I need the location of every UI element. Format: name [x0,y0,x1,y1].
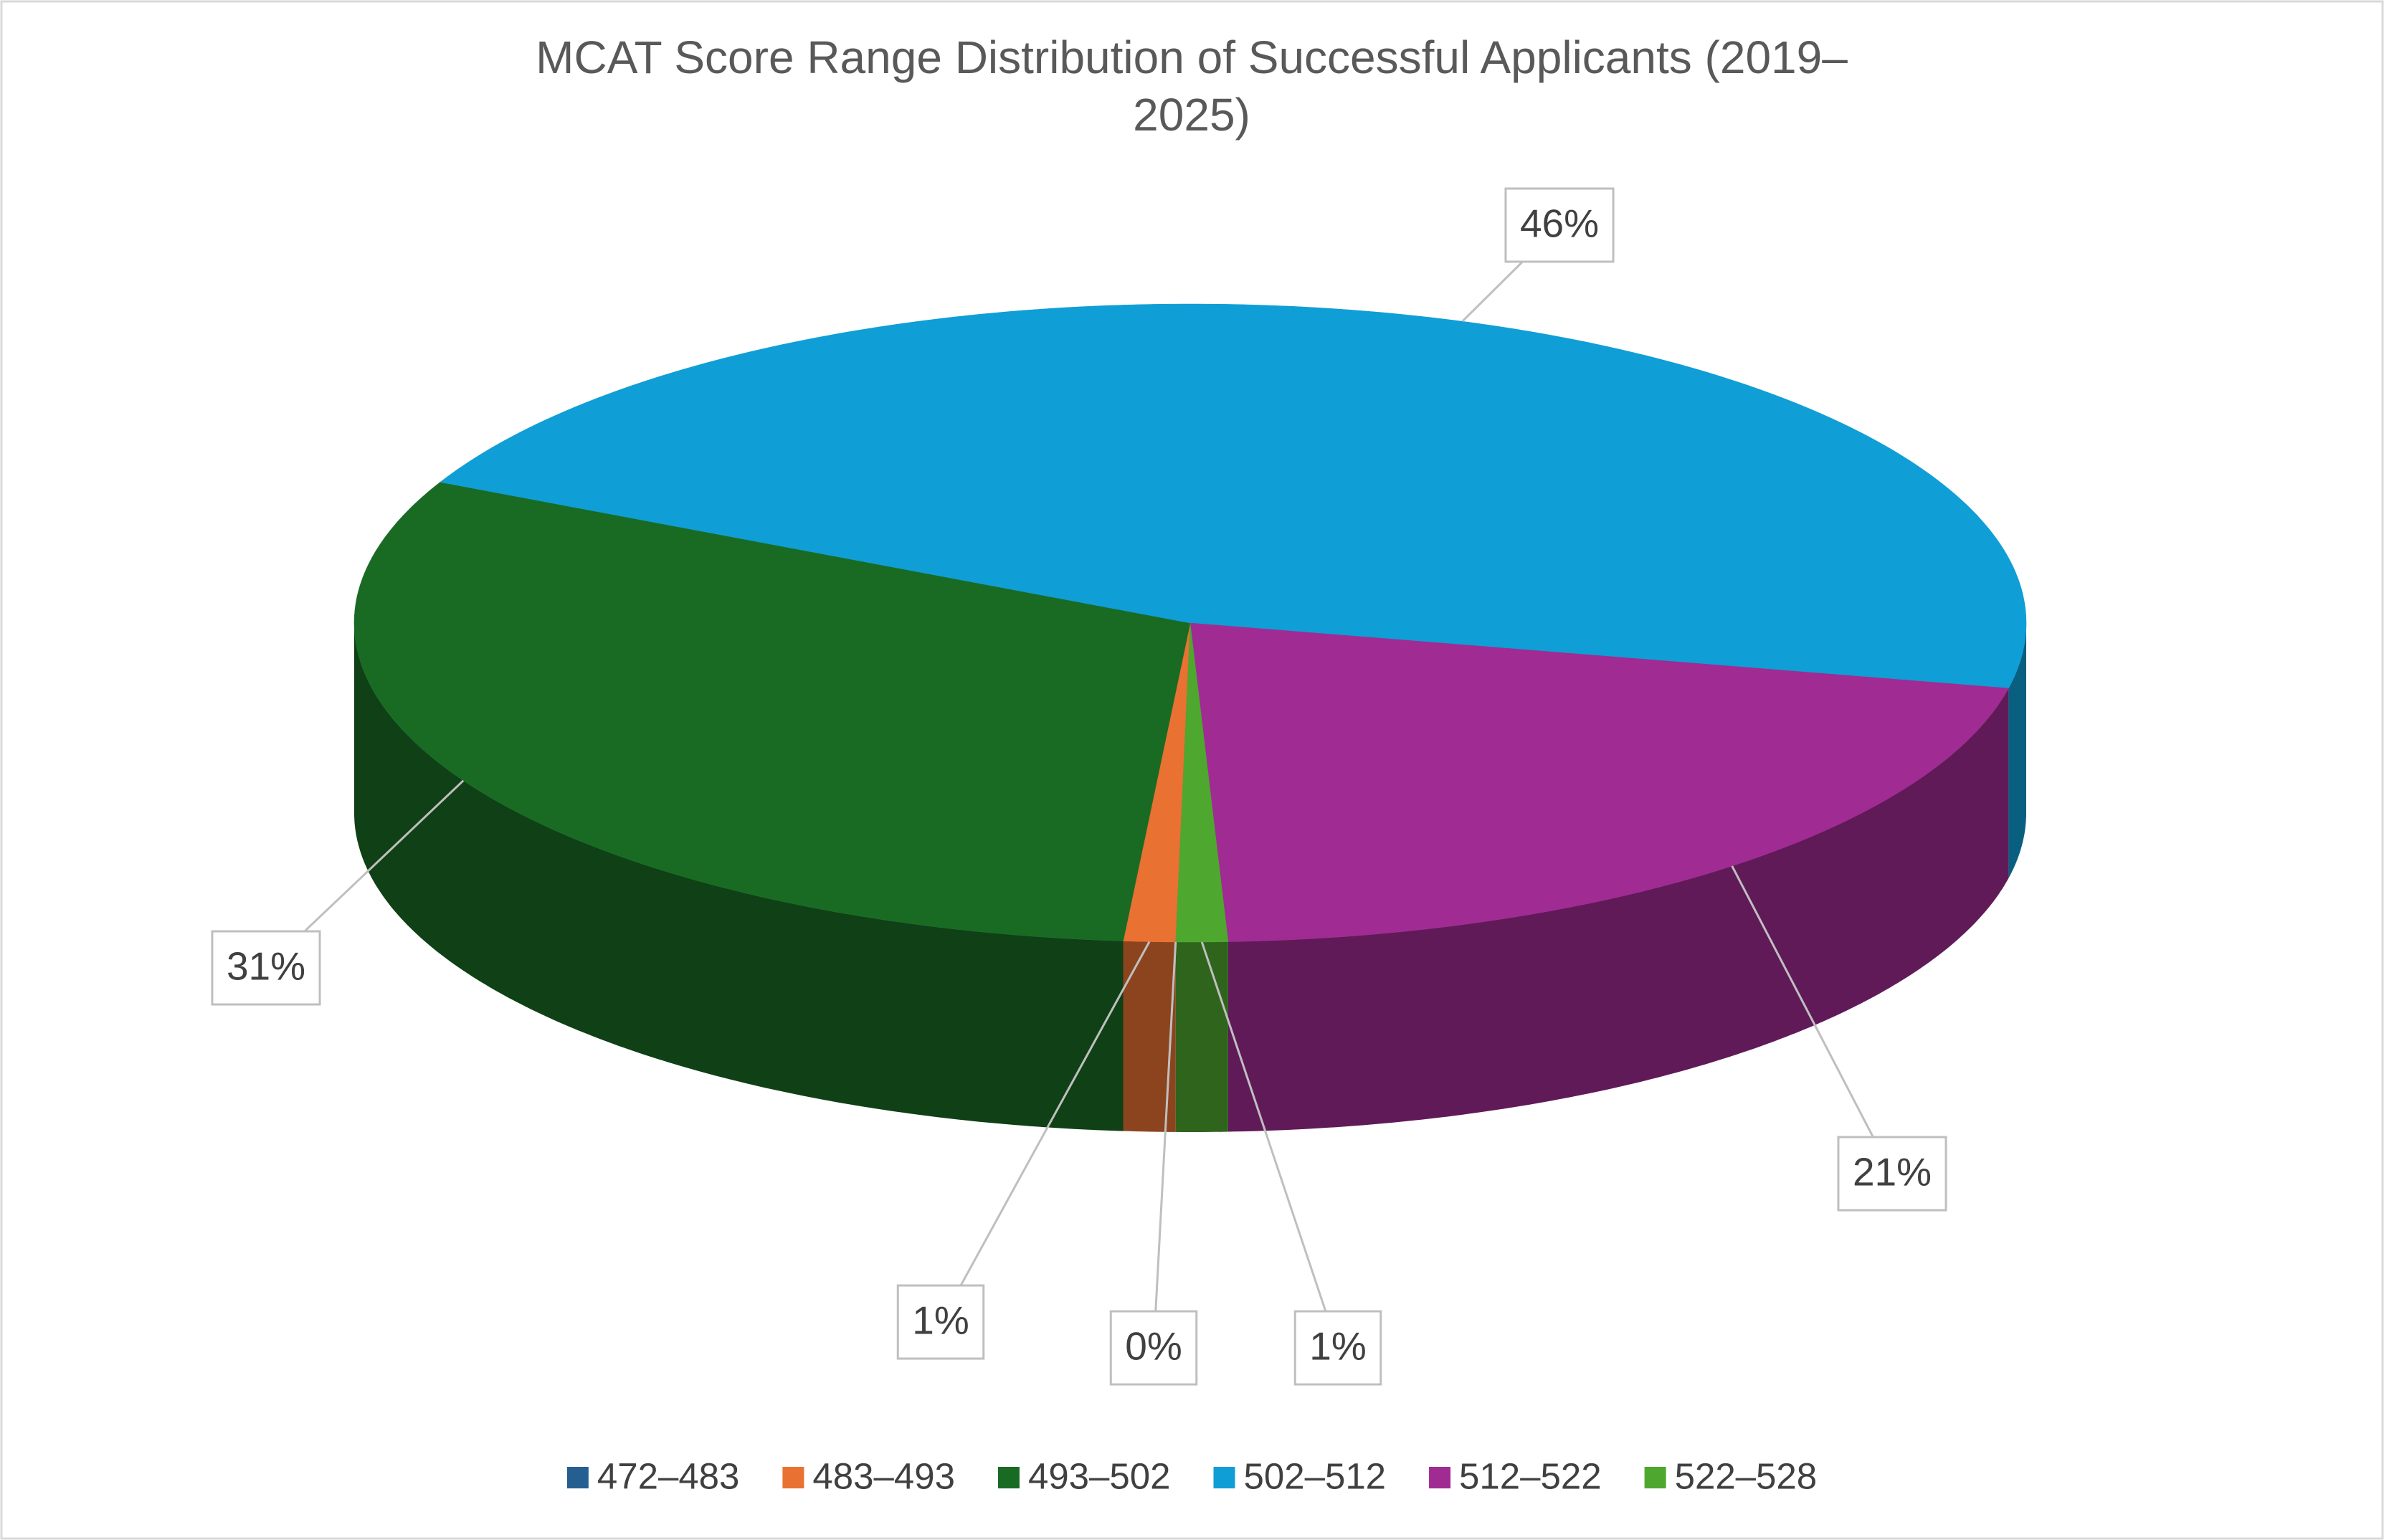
legend-label: 502–512 [1244,1455,1387,1496]
data-label-box [1837,1136,1947,1212]
leader-line [1152,941,1177,1349]
slice-side [354,623,1124,1131]
legend-label: 483–493 [812,1455,955,1496]
slice [353,482,1191,941]
data-label-box [896,1284,985,1360]
legend-label: 512–522 [1459,1455,1602,1496]
leader-line [1731,865,1894,1174]
slice-side [1123,941,1176,1132]
legend-marker [997,1467,1020,1488]
chart-title: MCAT Score Range Distribution of Success… [536,32,1848,141]
legend-marker [1644,1467,1666,1488]
data-label: 1% [1309,1324,1367,1369]
legend-label: 522–528 [1675,1455,1818,1496]
data-label: 1% [912,1298,969,1343]
legend-marker [782,1467,804,1488]
legend: 472–483 483–493 493–502 502–512 512–522 522–5… [566,1455,1818,1496]
slice-side [2008,623,2026,878]
leader-line [939,941,1151,1323]
data-label: 31% [227,944,305,989]
slice-side [1175,941,1228,1132]
data-label: 21% [1853,1150,1932,1194]
data-label-box [1109,1310,1198,1386]
legend-marker [1213,1467,1235,1488]
data-label-box [211,930,321,1006]
legend-label: 472–483 [597,1455,740,1496]
legend-marker [1429,1467,1451,1488]
data-label-box [1293,1310,1382,1386]
legend-marker [566,1467,589,1488]
data-label: 46% [1520,201,1599,246]
legend-label: 493–502 [1028,1455,1171,1496]
data-label: 0% [1125,1324,1182,1369]
leader-line [1200,941,1339,1349]
data-label-box [1504,187,1615,263]
